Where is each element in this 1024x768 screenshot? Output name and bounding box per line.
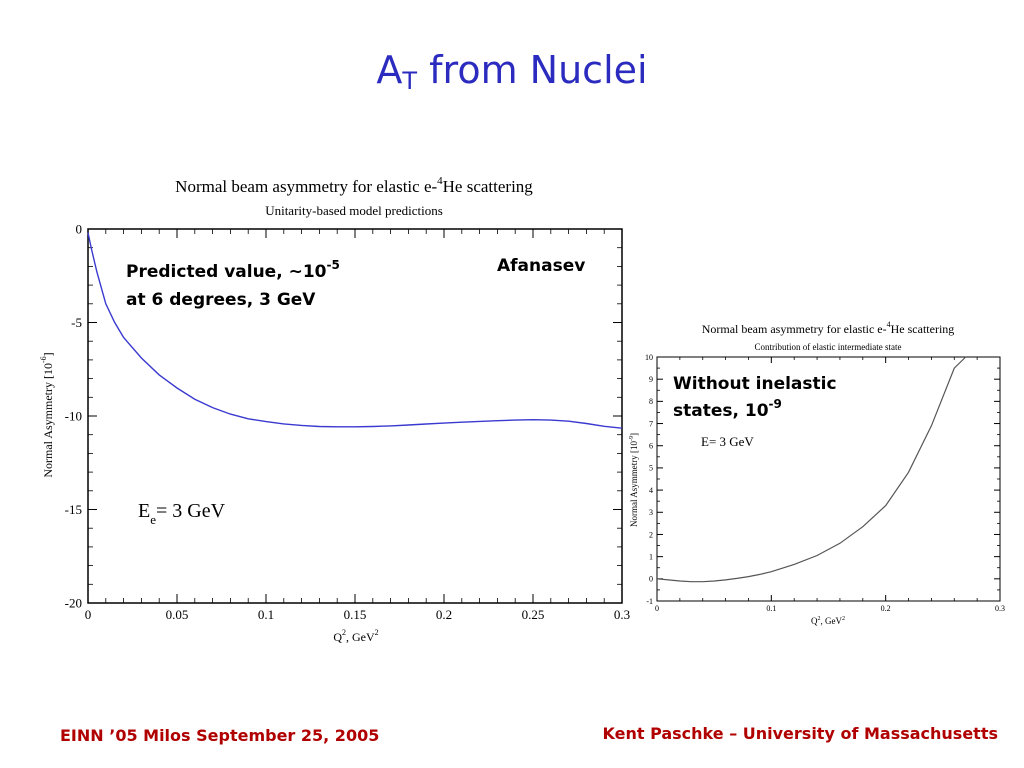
x-tick-label: 0 [85,607,92,622]
y-tick-label: 1 [649,552,653,561]
chart1-subtitle: Unitarity-based model predictions [265,203,443,218]
chart1-prediction-note-line2: at 6 degrees, 3 GeV [126,290,316,310]
title-subscript: T [402,67,418,95]
chart1-series-line [87,232,623,429]
chart2-title: Normal beam asymmetry for elastic e-4He … [702,320,955,336]
y-tick-label: 6 [649,442,653,451]
chart2-y-axis-label: Normal Asymmetry [10-9] [629,433,639,527]
chart2-subtitle: Contribution of elastic intermediate sta… [755,342,902,352]
y-tick-label: 4 [649,486,653,495]
y-tick-label: 0 [76,222,83,237]
slide-title: AT from Nuclei [0,48,1024,95]
y-tick-label: -10 [65,409,82,424]
x-tick-label: 0.3 [614,607,630,622]
x-tick-label: 0.2 [881,604,891,613]
x-tick-label: 0.15 [344,607,367,622]
title-rest: from Nuclei [417,48,648,92]
chart1-x-axis-label: Q2, GeV2 [333,628,378,644]
x-tick-label: 0 [655,604,659,613]
x-tick-label: 0.25 [522,607,545,622]
x-tick-label: 0.05 [166,607,189,622]
y-tick-label: -20 [65,596,82,611]
y-tick-label: -1 [646,597,653,606]
x-tick-label: 0.2 [436,607,452,622]
chart2-note-line1: Without inelastic [673,374,837,394]
y-tick-label: -5 [71,315,82,330]
chart1-axes: 0 0.05 0.1 0.15 0.2 0.25 0.3 0 -5 -10 -15 -20 [65,222,630,622]
footer-conference: EINN ’05 Milos September 25, 2005 [60,726,380,745]
y-tick-label: 2 [649,530,653,539]
y-tick-label: 3 [649,508,653,517]
footer-author: Kent Paschke – University of Massachuset… [602,724,998,743]
chart2-series-line [656,356,967,583]
title-main: A [376,48,403,92]
chart2-x-axis-label: Q2, GeV2 [811,616,845,626]
chart1-prediction-note-line1: Predicted value, ~10-5 [126,258,340,282]
chart2-note-line2: states, 10-9 [673,397,782,421]
x-tick-label: 0.3 [995,604,1005,613]
y-tick-label: 5 [649,464,653,473]
chart2-energy-label: E= 3 GeV [701,434,754,449]
x-tick-label: 0.1 [258,607,274,622]
y-tick-label: -15 [65,502,82,517]
chart1-y-axis-label: Normal Asymmetry [10-6] [39,352,55,477]
chart1-energy-label: Ee= 3 GeV [138,500,226,527]
y-tick-label: 8 [649,397,653,406]
chart1-author-label: Afanasev [497,256,585,276]
chart1-title: Normal beam asymmetry for elastic e-4He … [175,175,533,196]
y-tick-label: 10 [645,353,653,362]
y-tick-label: 7 [649,419,653,428]
y-tick-label: 9 [649,375,653,384]
y-tick-label: 0 [649,575,653,584]
x-tick-label: 0.1 [766,604,776,613]
